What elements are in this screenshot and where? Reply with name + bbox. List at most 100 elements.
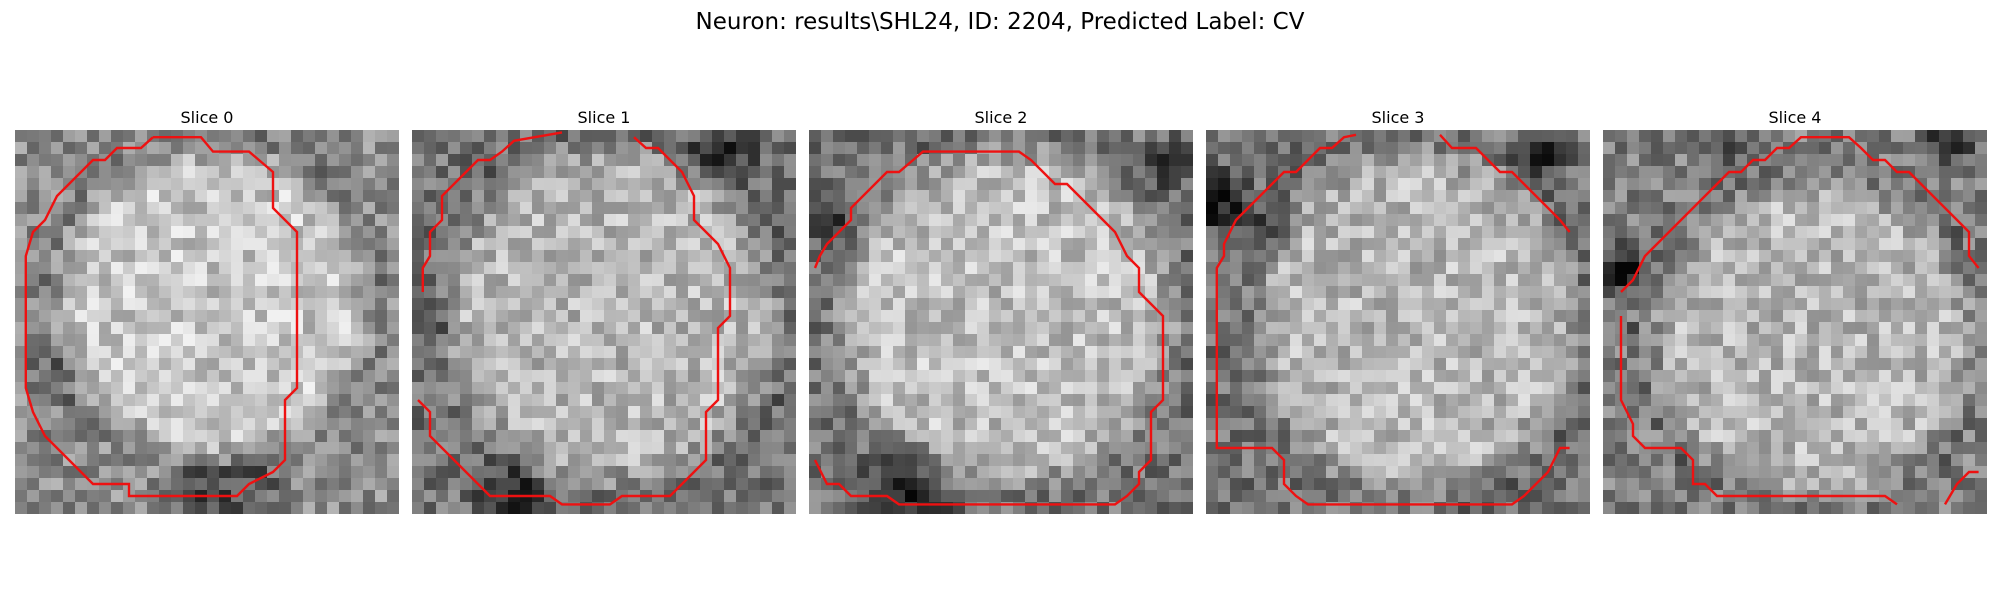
image-pixel: [1963, 310, 1976, 323]
image-pixel: [965, 322, 978, 335]
image-pixel: [1530, 142, 1543, 155]
image-pixel: [977, 370, 990, 383]
image-pixel: [195, 370, 208, 383]
image-pixel: [941, 478, 954, 491]
image-pixel: [1109, 370, 1122, 383]
image-pixel: [147, 418, 160, 431]
image-pixel: [893, 322, 906, 335]
image-pixel: [977, 250, 990, 263]
image-pixel: [1133, 154, 1146, 167]
image-pixel: [63, 310, 76, 323]
image-pixel: [1398, 346, 1411, 359]
image-pixel: [1687, 322, 1700, 335]
image-pixel: [1651, 226, 1664, 239]
image-pixel: [1410, 334, 1423, 347]
image-pixel: [700, 190, 713, 203]
image-pixel: [857, 430, 870, 443]
image-pixel: [1903, 286, 1916, 299]
image-pixel: [616, 226, 629, 239]
image-pixel: [748, 238, 761, 251]
image-pixel: [1446, 466, 1459, 479]
image-pixel: [207, 274, 220, 287]
image-pixel: [279, 226, 292, 239]
image-pixel: [496, 466, 509, 479]
image-pixel: [207, 430, 220, 443]
image-pixel: [363, 130, 376, 143]
image-pixel: [1109, 286, 1122, 299]
image-pixel: [87, 382, 100, 395]
image-pixel: [1145, 226, 1158, 239]
image-pixel: [544, 466, 557, 479]
image-pixel: [1314, 334, 1327, 347]
image-pixel: [1578, 226, 1590, 239]
image-pixel: [1879, 286, 1892, 299]
image-pixel: [1266, 478, 1279, 491]
image-pixel: [27, 502, 40, 514]
image-pixel: [1891, 418, 1904, 431]
image-pixel: [147, 322, 160, 335]
image-pixel: [1001, 286, 1014, 299]
image-pixel: [1037, 430, 1050, 443]
image-pixel: [1795, 166, 1808, 179]
image-pixel: [315, 370, 328, 383]
image-pixel: [760, 274, 773, 287]
image-pixel: [484, 502, 497, 514]
image-pixel: [1169, 142, 1182, 155]
image-pixel: [424, 262, 437, 275]
image-pixel: [1290, 406, 1303, 419]
image-pixel: [1891, 310, 1904, 323]
image-pixel: [1699, 310, 1712, 323]
image-pixel: [965, 274, 978, 287]
image-pixel: [1975, 406, 1987, 419]
image-pixel: [869, 298, 882, 311]
image-pixel: [772, 382, 785, 395]
image-pixel: [748, 430, 761, 443]
image-pixel: [1530, 286, 1543, 299]
image-pixel: [833, 334, 846, 347]
image-pixel: [460, 214, 473, 227]
image-pixel: [1687, 166, 1700, 179]
image-pixel: [1398, 190, 1411, 203]
image-pixel: [219, 502, 232, 514]
image-pixel: [1855, 358, 1868, 371]
image-pixel: [1446, 250, 1459, 263]
image-pixel: [15, 262, 28, 275]
image-pixel: [303, 130, 316, 143]
image-pixel: [628, 250, 641, 263]
image-pixel: [676, 238, 689, 251]
image-pixel: [712, 442, 725, 455]
image-pixel: [1603, 166, 1616, 179]
image-pixel: [1687, 238, 1700, 251]
image-pixel: [1711, 190, 1724, 203]
image-pixel: [351, 154, 364, 167]
image-pixel: [1759, 274, 1772, 287]
image-pixel: [929, 334, 942, 347]
image-pixel: [1254, 322, 1267, 335]
image-pixel: [135, 202, 148, 215]
image-pixel: [1494, 154, 1507, 167]
image-pixel: [953, 382, 966, 395]
image-pixel: [568, 238, 581, 251]
image-pixel: [1061, 442, 1074, 455]
image-pixel: [556, 490, 569, 503]
image-pixel: [1603, 370, 1616, 383]
image-pixel: [1218, 370, 1231, 383]
image-pixel: [87, 466, 100, 479]
image-pixel: [1663, 214, 1676, 227]
image-pixel: [772, 250, 785, 263]
image-pixel: [580, 130, 593, 143]
image-pixel: [1001, 250, 1014, 263]
image-pixel: [1422, 142, 1435, 155]
image-pixel: [1386, 406, 1399, 419]
image-pixel: [1723, 394, 1736, 407]
image-pixel: [989, 214, 1002, 227]
image-pixel: [1482, 322, 1495, 335]
image-pixel: [1843, 358, 1856, 371]
image-pixel: [27, 274, 40, 287]
image-pixel: [676, 322, 689, 335]
image-pixel: [1951, 346, 1964, 359]
image-pixel: [207, 262, 220, 275]
image-pixel: [1975, 154, 1987, 167]
image-pixel: [1458, 226, 1471, 239]
image-pixel: [436, 502, 449, 514]
